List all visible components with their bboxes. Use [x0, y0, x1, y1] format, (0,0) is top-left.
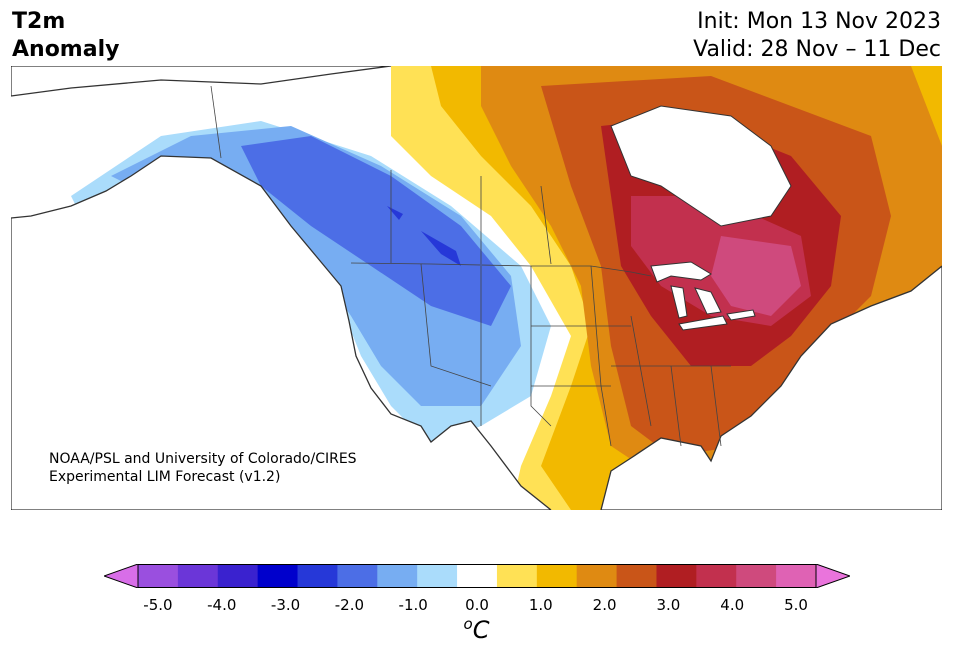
forecast-dates: Init: Mon 13 Nov 2023 Valid: 28 Nov – 11… [693, 8, 941, 64]
unit-degree: o [463, 615, 473, 633]
colorbar-swatch [576, 564, 618, 588]
colorbar-swatch [138, 564, 179, 588]
colorbar-swatch [337, 564, 378, 588]
forecast-credit: NOAA/PSL and University of Colorado/CIRE… [49, 450, 357, 486]
colorbar-extend-high [815, 564, 850, 588]
colorbar-tick-label: -2.0 [334, 596, 365, 614]
hudson-bay [610, 105, 792, 227]
colorbar-tick-label: 3.0 [656, 596, 681, 614]
colorbar-swatch [177, 564, 219, 588]
colorbar-swatch [297, 564, 338, 588]
great-lakes [650, 261, 756, 331]
colorbar-frame [137, 564, 817, 588]
colorbar-tick-label: 4.0 [720, 596, 745, 614]
colorbar-swatch [377, 564, 418, 588]
colorbar-tick-label: 5.0 [784, 596, 808, 614]
colorbar-tick-label: -1.0 [398, 596, 428, 614]
colorbar-swatch [257, 564, 299, 588]
colorbar-swatch [417, 564, 458, 588]
valid-dates: Valid: 28 Nov – 11 Dec [693, 37, 941, 62]
anomaly-band-cool-4 [387, 206, 461, 266]
credit-line-1: NOAA/PSL and University of Colorado/CIRE… [49, 451, 357, 467]
map-title: T2m Anomaly [12, 8, 119, 64]
colorbar-swatch [457, 564, 498, 588]
colorbar-tick-label: -5.0 [143, 596, 173, 614]
variable-label: T2m [12, 9, 66, 34]
colorbar-tick-label: -4.0 [207, 596, 237, 614]
colorbar-swatch [217, 564, 259, 588]
colorbar-ticks: -5.0 -4.0 -3.0 -2.0 -1.0 0.0 1.0 2.0 3.0 4.0 5.0 [0, 596, 953, 618]
colorbar-tick-label: 2.0 [592, 596, 617, 614]
colorbar [104, 564, 850, 588]
anomaly-band-warm-7 [711, 236, 801, 316]
colorbar-extend-low [104, 564, 139, 588]
anomaly-map [11, 66, 942, 510]
colorbar-swatch [696, 564, 737, 588]
coastlines [11, 66, 942, 510]
colorbar-tick-label: 1.0 [528, 596, 553, 614]
anomaly-band-cool-3 [241, 136, 511, 326]
colorbar-swatch [656, 564, 697, 588]
political-borders [210, 85, 731, 447]
colorbar-tick-label: -3.0 [270, 596, 301, 614]
init-date: Init: Mon 13 Nov 2023 [697, 9, 941, 34]
credit-line-2: Experimental LIM Forecast (v1.2) [49, 469, 281, 485]
anomaly-label: Anomaly [12, 37, 120, 62]
unit-label: oC [0, 615, 953, 644]
colorbar-swatch [736, 564, 777, 588]
colorbar-tick-label: 0.0 [465, 596, 489, 614]
colorbar-swatch [536, 564, 578, 588]
colorbar-swatch [616, 564, 657, 588]
unit-c: C [472, 616, 490, 644]
colorbar-swatch [776, 564, 817, 588]
colorbar-swatch [496, 564, 538, 588]
